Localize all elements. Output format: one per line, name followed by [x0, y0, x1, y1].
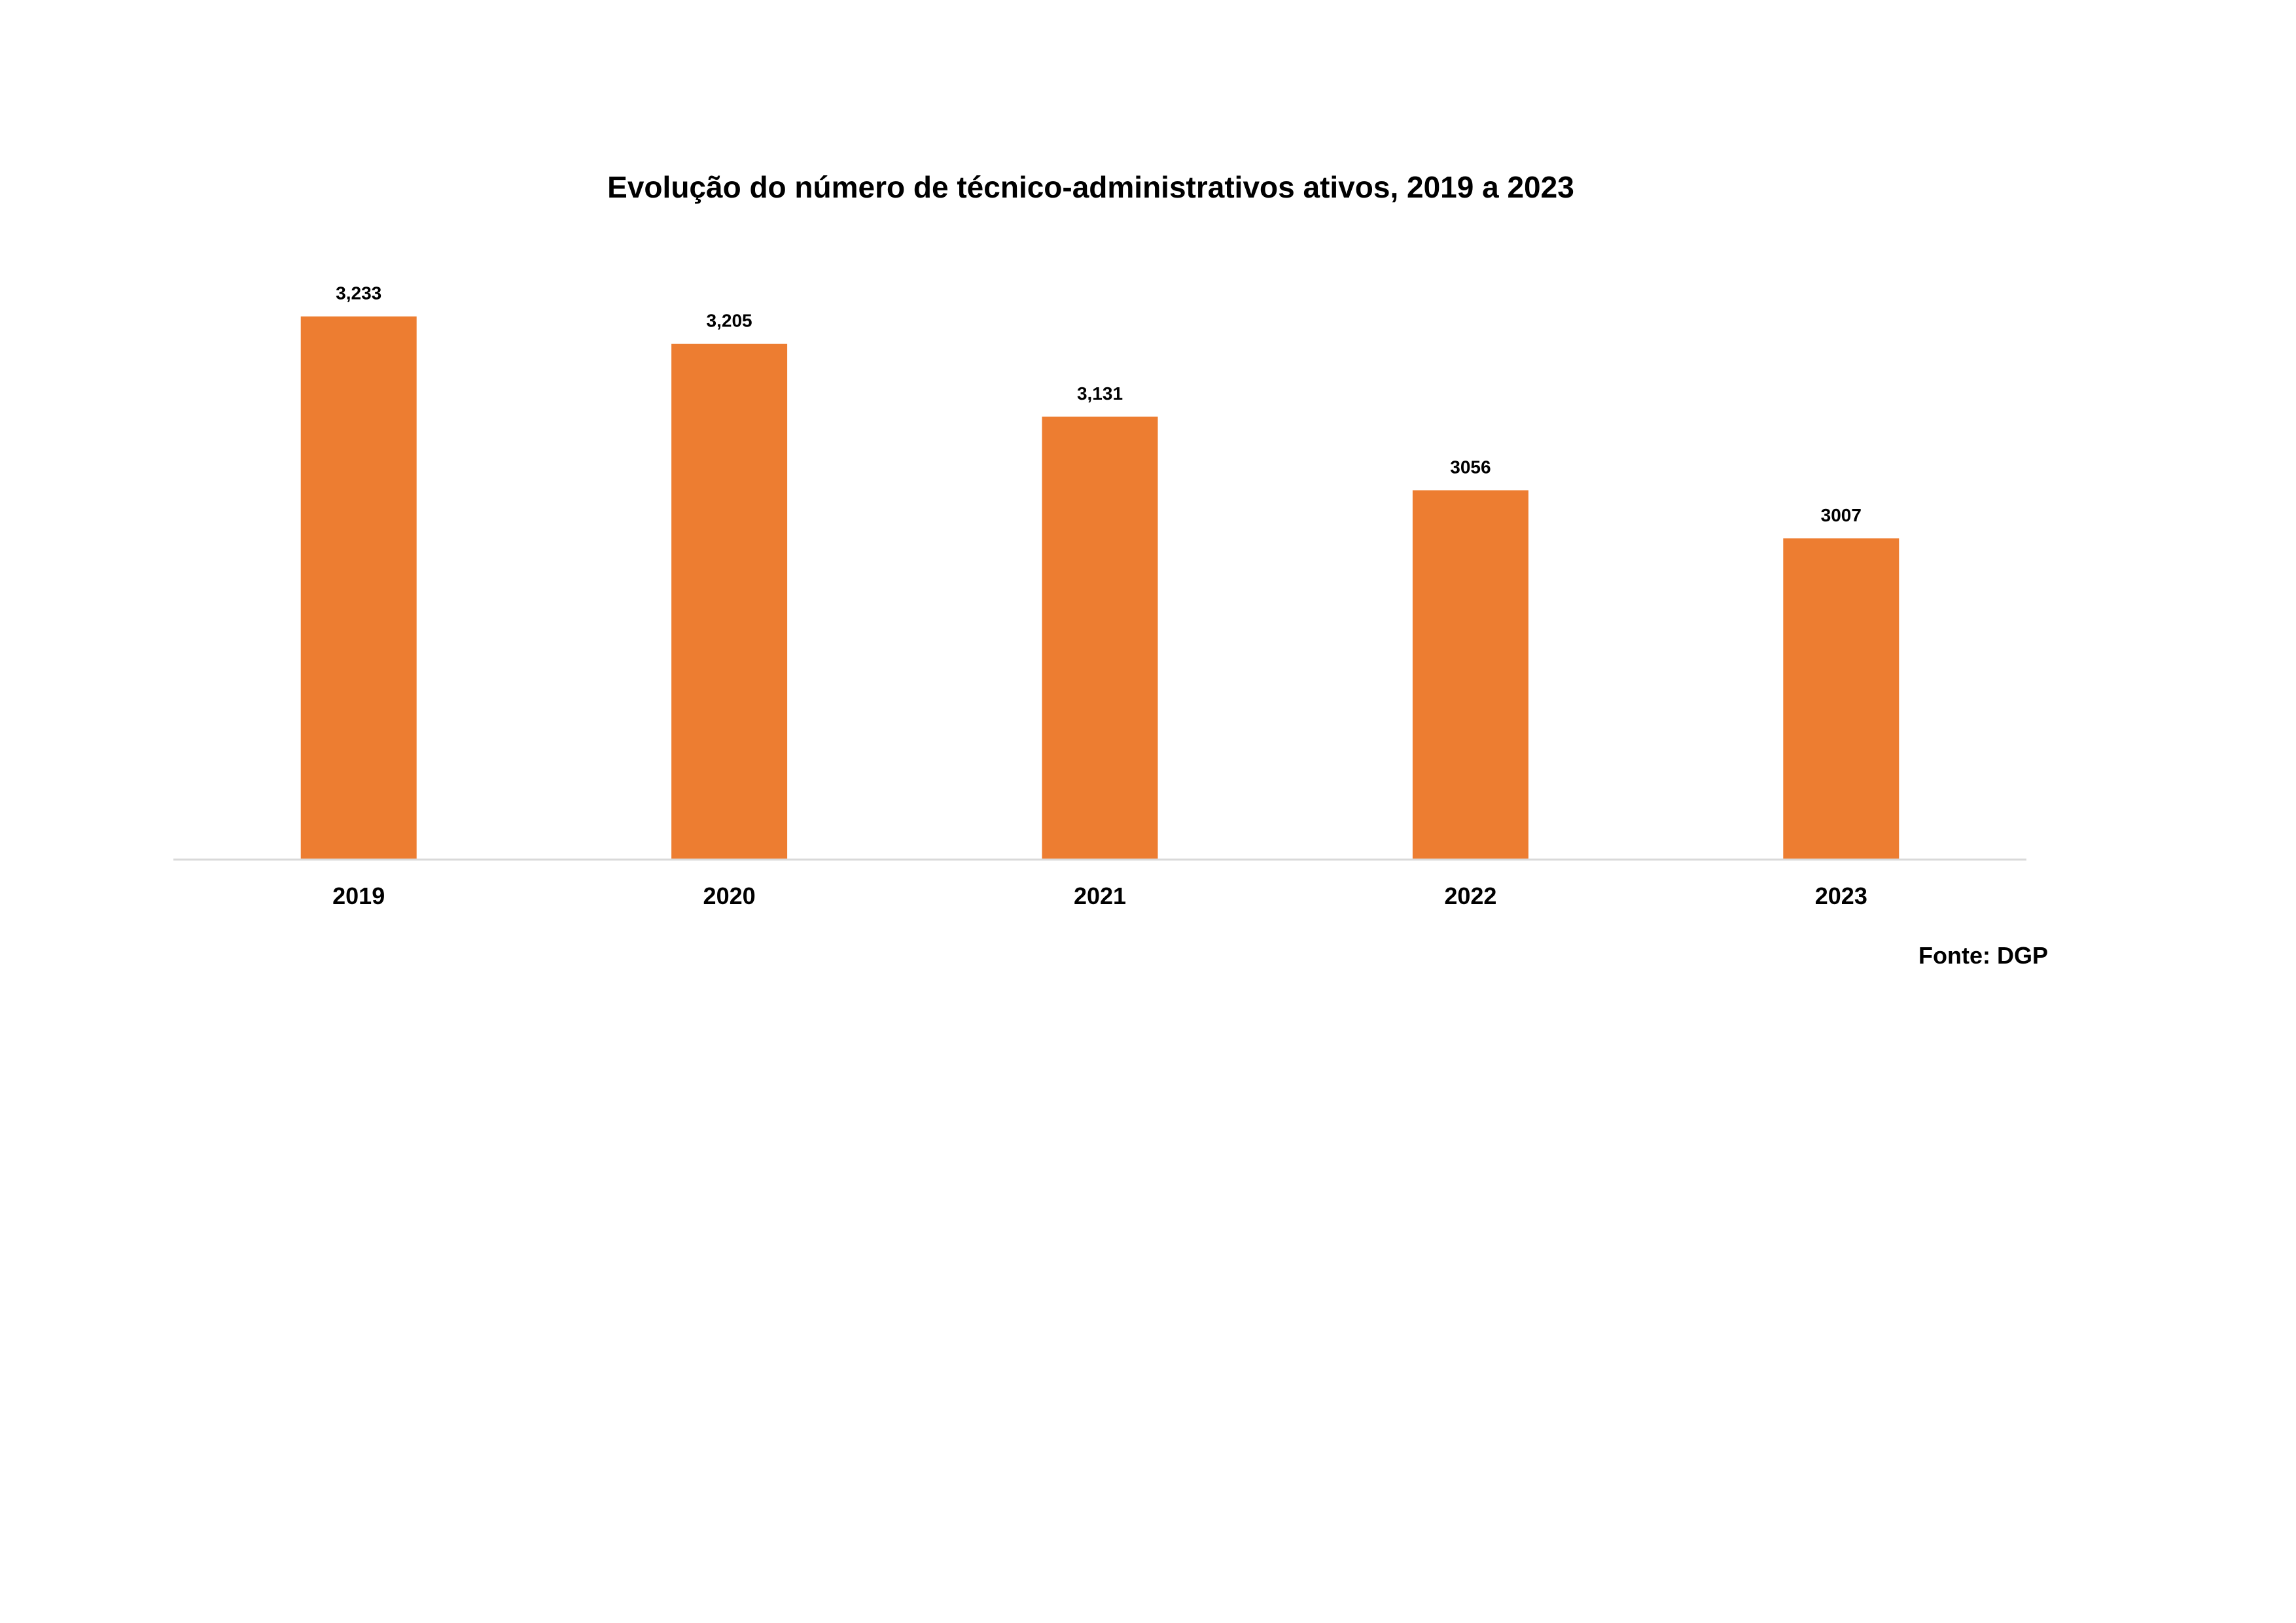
data-label-2021: 3,131: [1077, 383, 1123, 404]
x-tick-label-2020: 2020: [703, 882, 756, 909]
data-label-2020: 3,205: [707, 311, 752, 331]
bar-2023: [1783, 538, 1899, 860]
chart-title: Evolução do número de técnico-administra…: [607, 170, 1574, 204]
x-tick-label-2021: 2021: [1074, 882, 1126, 909]
data-label-2019: 3,233: [336, 283, 381, 304]
x-tick-label-2022: 2022: [1444, 882, 1496, 909]
x-tick-label-2023: 2023: [1815, 882, 1867, 909]
x-tick-label-2019: 2019: [332, 882, 385, 909]
x-tick-labels-group: 2019 2020 2021 2022 2023: [332, 882, 1867, 909]
data-label-2022: 3056: [1450, 457, 1491, 477]
bar-2022: [1412, 490, 1528, 860]
bar-2019: [300, 316, 417, 860]
data-label-2023: 3007: [1821, 505, 1862, 525]
bars-group: [300, 316, 1899, 860]
bar-2021: [1042, 416, 1158, 860]
data-labels-group: 3,233 3,205 3,131 3056 3007: [336, 283, 1862, 525]
bar-2020: [671, 343, 788, 860]
source-note: Fonte: DGP: [1918, 942, 2048, 969]
